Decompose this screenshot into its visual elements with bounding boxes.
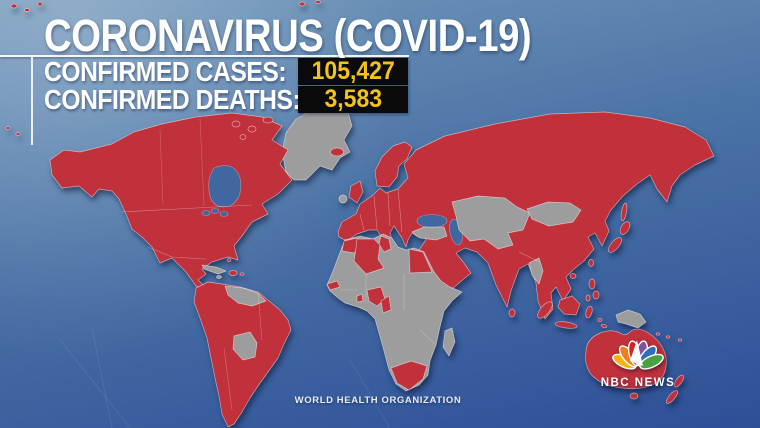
region-arctic-islands — [10, 3, 18, 9]
region-sakhalin — [620, 202, 628, 222]
region-united-kingdom — [348, 180, 364, 204]
country-borders — [120, 117, 541, 411]
region-puerto-rico — [239, 272, 245, 276]
region-south-africa — [390, 360, 428, 391]
region-north-america — [49, 112, 293, 301]
region-turkey — [411, 226, 448, 241]
region-pacific-islands — [665, 335, 671, 339]
headline-title: CORONAVIRUS (COVID-19) — [44, 10, 532, 61]
region-japan — [608, 237, 622, 253]
region-borneo — [557, 295, 581, 316]
region-greenland — [281, 106, 353, 181]
great-lakes — [201, 210, 211, 216]
nbc-peacock-icon — [612, 340, 664, 370]
region-hispaniola — [228, 270, 238, 276]
region-scandinavia — [374, 141, 413, 188]
region-sri-lanka — [508, 308, 516, 318]
region-madagascar — [442, 327, 456, 357]
region-myanmar — [528, 257, 544, 285]
deaths-label: CONFIRMED DEATHS: — [44, 84, 301, 115]
region-ghana-togo — [356, 293, 364, 303]
region-timor — [600, 323, 608, 329]
region-canadian-arctic — [231, 120, 241, 128]
region-new-zealand — [673, 374, 685, 388]
region-pacific-islands — [655, 332, 661, 336]
region-iceland — [330, 147, 344, 157]
cases-value: 105,427 — [311, 57, 395, 85]
hudson-bay — [208, 165, 242, 208]
region-taiwan — [588, 259, 594, 267]
region-aleutians — [5, 126, 11, 130]
region-egypt — [408, 248, 433, 274]
region-canadian-arctic — [247, 125, 257, 133]
header-left-rule — [31, 57, 33, 145]
region-canadian-arctic — [239, 134, 247, 140]
region-new-zealand — [666, 390, 678, 404]
region-pacific-islands — [677, 338, 683, 342]
stat-row-cases: CONFIRMED CASES: 105,427 — [44, 56, 408, 87]
region-central-asia — [451, 195, 531, 250]
black-sea — [416, 214, 448, 228]
region-arctic-islands — [24, 8, 30, 12]
region-canadian-arctic — [262, 116, 274, 124]
region-hainan — [569, 273, 577, 279]
header-divider — [0, 55, 409, 57]
region-algeria — [353, 238, 385, 275]
great-lakes — [219, 211, 229, 217]
region-venezuela-guyanas — [224, 285, 267, 307]
region-tasmania — [629, 392, 639, 400]
region-jamaica — [216, 275, 222, 279]
region-java — [554, 321, 578, 329]
region-philippines — [592, 290, 600, 300]
source-attribution: WORLD HEALTH ORGANIZATION — [294, 395, 462, 406]
region-bolivia-paraguay — [232, 331, 258, 361]
region-philippines — [585, 294, 591, 302]
cases-value-box: 105,427 — [298, 58, 408, 85]
region-sulawesi — [585, 305, 593, 319]
region-aleutians — [15, 132, 21, 136]
region-sumatra — [537, 301, 553, 319]
great-lakes — [210, 208, 220, 214]
stat-row-deaths: CONFIRMED DEATHS: 3,583 — [44, 84, 408, 115]
region-arctic-islands — [315, 0, 321, 4]
region-tunisia — [378, 235, 392, 253]
region-japan — [619, 221, 631, 235]
cases-label: CONFIRMED CASES: — [44, 56, 287, 87]
region-ireland — [338, 194, 348, 204]
nbc-news-wordmark: NBC NEWS — [601, 377, 676, 389]
region-moluccas — [597, 318, 603, 322]
region-mongolia — [526, 201, 582, 227]
deaths-value: 3,583 — [324, 85, 382, 113]
region-arctic-islands — [37, 1, 43, 7]
deaths-value-box: 3,583 — [298, 86, 408, 113]
nbc-news-logo: NBC NEWS — [601, 340, 676, 389]
region-bahamas — [226, 258, 232, 262]
region-senegal — [326, 280, 341, 291]
region-philippines — [588, 278, 596, 290]
texture-scratches — [59, 327, 391, 428]
region-cuba — [201, 264, 227, 275]
region-papua-new-guinea — [615, 309, 647, 329]
region-africa — [326, 233, 463, 392]
peacock-head — [630, 340, 643, 366]
region-arctic-islands — [298, 1, 306, 7]
region-cameroon — [380, 295, 392, 314]
